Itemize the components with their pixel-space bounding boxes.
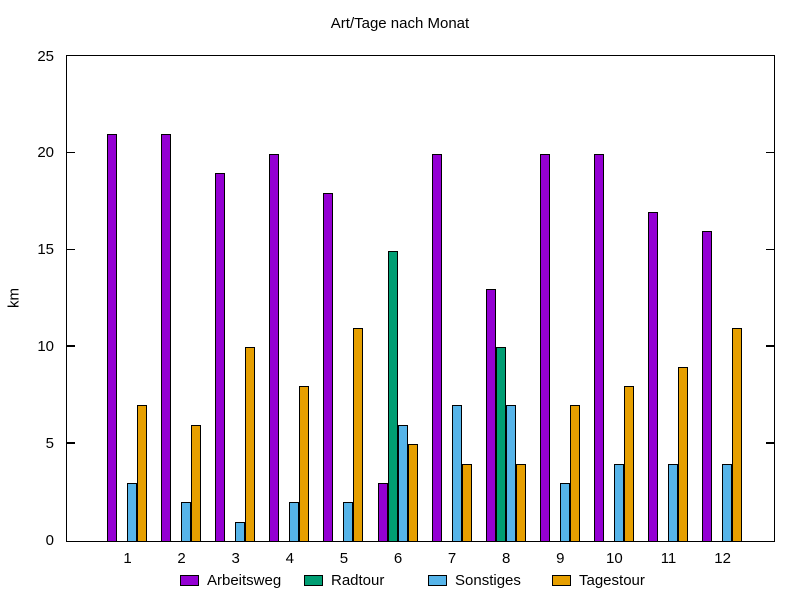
- x-tick-label-month-12: 12: [714, 550, 731, 567]
- bar-tagestour-month-2: [191, 425, 202, 541]
- bar-sonstiges-month-4: [289, 502, 300, 541]
- y-tick-mark: [67, 248, 75, 251]
- bar-tagestour-month-5: [353, 328, 364, 541]
- y-tick-mark: [766, 442, 774, 444]
- bar-arbeitsweg-month-7: [431, 154, 442, 541]
- bar-sonstiges-month-9: [559, 483, 570, 541]
- y-tick-mark: [67, 345, 75, 347]
- y-tick-mark: [67, 442, 75, 444]
- bar-sonstiges-month-5: [343, 502, 354, 541]
- x-tick-label-month-2: 2: [177, 550, 186, 567]
- bar-arbeitsweg-month-5: [323, 193, 334, 541]
- bar-cluster-month-5: [323, 193, 364, 541]
- y-axis-label: km: [5, 288, 23, 308]
- y-tick-mark: [766, 248, 774, 251]
- x-tick-label-month-4: 4: [285, 550, 294, 567]
- y-tick-label: 25: [37, 47, 54, 65]
- bar-tagestour-month-11: [678, 367, 688, 541]
- y-tick-label: 15: [37, 241, 54, 259]
- bar-arbeitsweg-month-6: [377, 483, 388, 541]
- chart-legend: Arbeitsweg Radtour Sonstiges Tagestour: [180, 572, 676, 589]
- bar-sonstiges-month-7: [451, 405, 462, 541]
- y-tick-mark: [67, 151, 75, 154]
- legend-label-sonstiges: Sonstiges: [455, 572, 521, 589]
- legend-swatch-tagestour: [552, 575, 571, 586]
- bar-cluster-month-9: [539, 154, 580, 541]
- legend-label-radtour: Radtour: [331, 572, 385, 589]
- legend-swatch-arbeitsweg: [180, 575, 199, 586]
- bar-sonstiges-month-8: [505, 405, 516, 541]
- legend-item-arbeitsweg: Arbeitsweg: [180, 572, 304, 589]
- bar-tagestour-month-8: [515, 464, 526, 541]
- bar-arbeitsweg-month-2: [161, 134, 172, 541]
- bar-cluster-month-4: [269, 154, 310, 541]
- chart-title: Art/Tage nach Monat: [330, 15, 470, 32]
- x-tick-label-month-5: 5: [339, 550, 349, 567]
- y-tick-label: 10: [37, 337, 54, 355]
- x-tick-label-month-3: 3: [231, 550, 240, 567]
- bar-sonstiges-month-10: [613, 464, 624, 541]
- legend-swatch-sonstiges: [428, 575, 447, 586]
- y-tick-mark: [766, 151, 774, 154]
- bar-arbeitsweg-month-10: [593, 154, 604, 541]
- y-tick-mark: [766, 345, 774, 347]
- bar-tagestour-month-10: [623, 386, 634, 541]
- bar-cluster-month-8: [485, 289, 526, 541]
- bar-cluster-month-11: [648, 212, 688, 541]
- x-tick-label-month-11: 11: [660, 550, 677, 567]
- bar-tagestour-month-7: [461, 464, 472, 541]
- bar-tagestour-month-3: [245, 347, 256, 541]
- bar-sonstiges-month-1: [127, 483, 137, 541]
- bar-sonstiges-month-11: [668, 464, 678, 541]
- x-tick-label-month-7: 7: [447, 550, 457, 567]
- bar-tagestour-month-6: [407, 444, 418, 541]
- bar-tagestour-month-12: [732, 328, 743, 541]
- y-tick-label: 0: [45, 531, 54, 549]
- bar-arbeitsweg-month-9: [539, 154, 550, 541]
- y-tick-label: 5: [45, 434, 54, 452]
- x-tick-label-month-6: 6: [393, 550, 403, 567]
- bar-arbeitsweg-month-8: [485, 289, 496, 541]
- bar-cluster-month-10: [593, 154, 634, 541]
- legend-label-tagestour: Tagestour: [579, 572, 645, 589]
- bar-radtour-month-8: [495, 347, 506, 541]
- bar-tagestour-month-1: [137, 405, 147, 541]
- bar-sonstiges-month-2: [181, 502, 192, 541]
- legend-label-arbeitsweg: Arbeitsweg: [207, 572, 282, 589]
- bar-sonstiges-month-3: [235, 522, 246, 541]
- bar-tagestour-month-9: [569, 405, 580, 541]
- bar-tagestour-month-4: [299, 386, 310, 541]
- x-tick-label-month-1: 1: [123, 550, 132, 567]
- legend-item-sonstiges: Sonstiges: [428, 572, 552, 589]
- bar-arbeitsweg-month-3: [215, 173, 226, 541]
- legend-item-radtour: Radtour: [304, 572, 428, 589]
- x-tick-label-month-8: 8: [502, 550, 511, 567]
- legend-item-tagestour: Tagestour: [552, 572, 676, 589]
- bar-sonstiges-month-12: [722, 464, 733, 541]
- bar-radtour-month-6: [387, 251, 398, 541]
- x-tick-label-month-10: 10: [606, 550, 623, 567]
- bar-cluster-month-12: [702, 231, 743, 541]
- y-tick-label: 20: [37, 144, 54, 162]
- bar-sonstiges-month-6: [397, 425, 408, 541]
- bar-arbeitsweg-month-12: [702, 231, 713, 541]
- bar-cluster-month-2: [161, 134, 202, 541]
- bar-arbeitsweg-month-4: [269, 154, 280, 541]
- plot-area: [66, 55, 775, 542]
- bar-arbeitsweg-month-11: [648, 212, 658, 541]
- bar-cluster-month-1: [107, 134, 147, 541]
- bar-cluster-month-3: [215, 173, 256, 541]
- legend-swatch-radtour: [304, 575, 323, 586]
- x-tick-label-month-9: 9: [556, 550, 565, 567]
- bar-cluster-month-7: [431, 154, 472, 541]
- bar-arbeitsweg-month-1: [107, 134, 117, 541]
- bar-cluster-month-6: [377, 251, 418, 541]
